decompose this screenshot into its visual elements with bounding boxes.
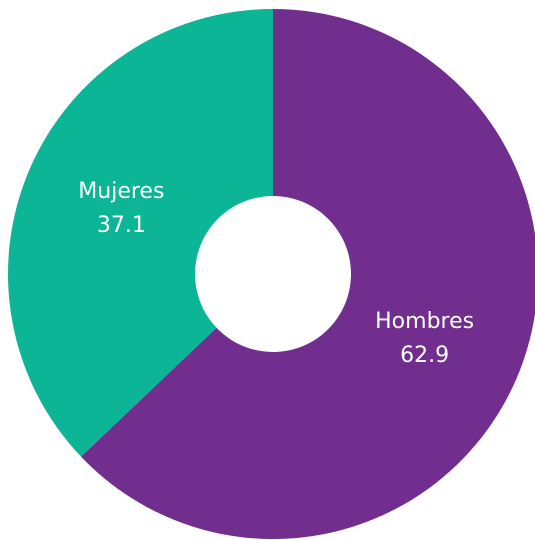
slice-label: Hombres — [375, 309, 474, 334]
value-label: 62.9 — [400, 343, 449, 368]
slice — [80, 9, 535, 539]
slice-label: Mujeres — [78, 179, 164, 204]
slice — [8, 9, 274, 457]
value-label: 37.1 — [97, 213, 146, 238]
